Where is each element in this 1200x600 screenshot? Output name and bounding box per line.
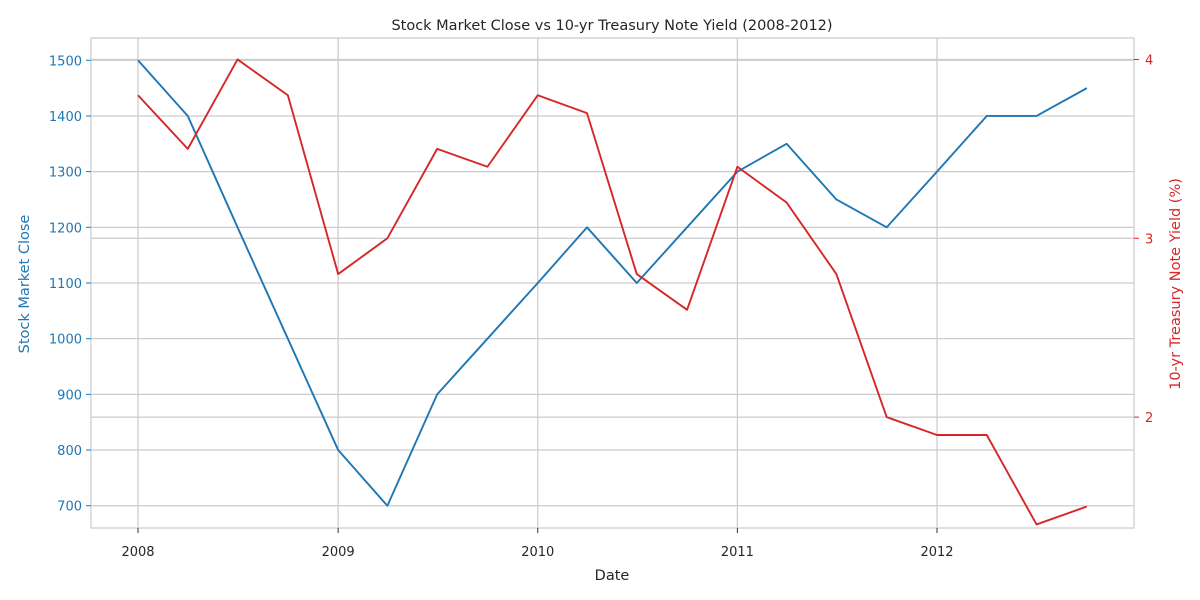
y-left-tick-label-900: 900: [57, 388, 82, 403]
x-tick-label-2010: 2010: [521, 545, 554, 560]
y-right-tick-label-3: 3: [1145, 232, 1153, 247]
y-left-tick-label-1300: 1300: [49, 166, 82, 181]
y-left-tick-label-1400: 1400: [49, 110, 82, 125]
x-tick-label-2011: 2011: [721, 545, 754, 560]
stock-close-line: [137, 59, 1088, 507]
ticks: 2008 2009 2010 2011 2012 700 800 900 1000 1100 120…: [49, 53, 1153, 560]
grid: [91, 38, 1134, 528]
y-left-tick-label-700: 700: [57, 500, 82, 515]
y-left-tick-label-1000: 1000: [49, 333, 82, 348]
y-left-tick-label-1500: 1500: [49, 54, 82, 69]
x-tick-label-2012: 2012: [920, 545, 953, 560]
treasury-yield-line: [137, 58, 1088, 526]
x-axis-label: Date: [595, 568, 630, 584]
y-axis-right-label: 10-yr Treasury Note Yield (%): [1168, 178, 1184, 390]
series-lines: [137, 58, 1088, 526]
y-axis-left-label: Stock Market Close: [17, 215, 33, 354]
chart-title: Stock Market Close vs 10-yr Treasury Not…: [391, 18, 832, 34]
y-left-tick-label-800: 800: [57, 444, 82, 459]
x-tick-label-2009: 2009: [322, 545, 355, 560]
x-tick-label-2008: 2008: [121, 545, 154, 560]
y-right-tick-label-4: 4: [1145, 53, 1153, 68]
y-left-tick-label-1200: 1200: [49, 221, 82, 236]
y-left-tick-label-1100: 1100: [49, 277, 82, 292]
y-right-tick-label-2: 2: [1145, 411, 1153, 426]
